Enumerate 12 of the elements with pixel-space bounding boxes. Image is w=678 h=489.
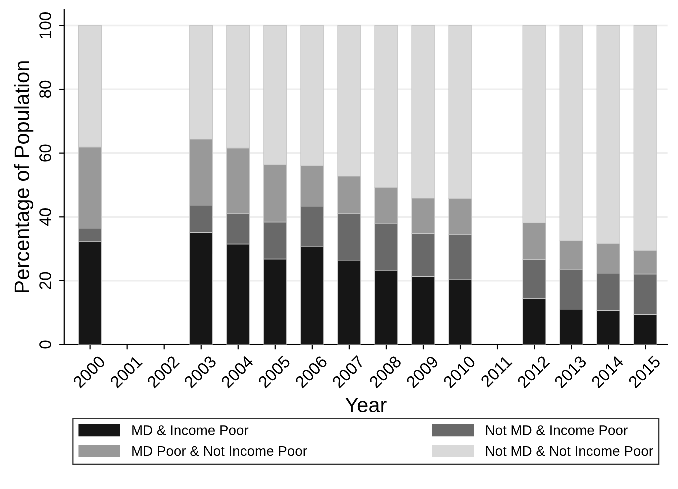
legend-label: MD Poor & Not Income Poor	[132, 446, 308, 456]
y-tick-label: 100	[40, 12, 52, 38]
y-tick-label: 60	[40, 144, 52, 162]
y-tick-label: 0	[40, 340, 52, 349]
y-tick-label: 80	[40, 80, 52, 98]
y-axis-title: Percentage of Population	[14, 62, 34, 293]
legend-label: Not MD & Not Income Poor	[486, 446, 654, 456]
x-axis-title: Year	[346, 398, 387, 413]
y-tick-label: 40	[40, 208, 52, 226]
legend-label: MD & Income Poor	[132, 426, 249, 436]
legend-label: Not MD & Income Poor	[486, 426, 628, 436]
y-tick-label: 20	[40, 272, 52, 290]
